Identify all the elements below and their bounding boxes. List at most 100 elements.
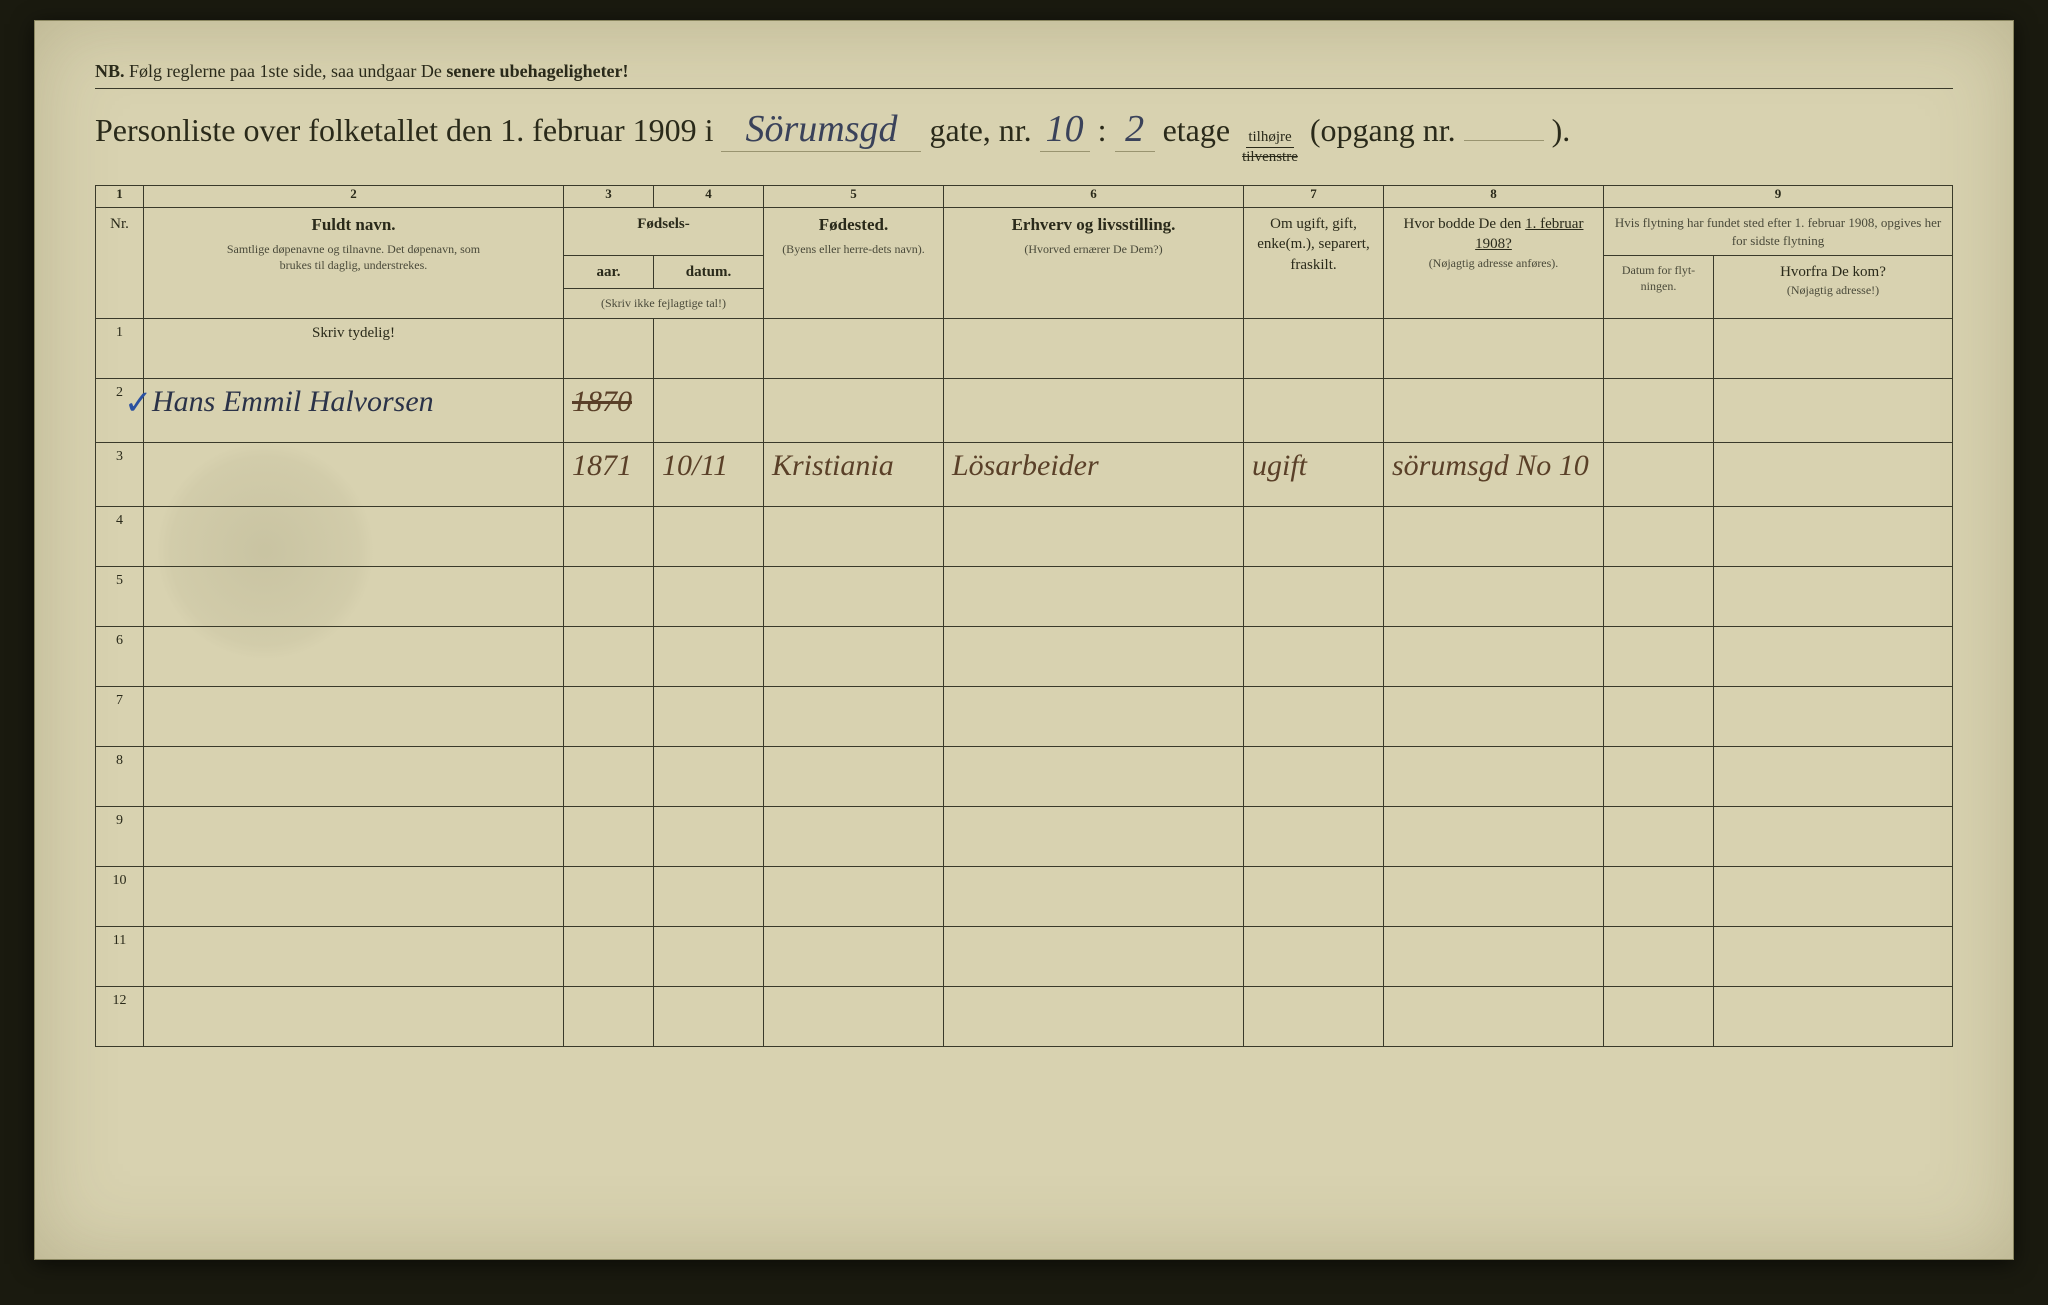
hdr-flyt-datum: Datum for flyt-ningen. bbox=[1604, 256, 1714, 318]
hdr-bodde-sub: (Nøjagtig adresse anføres). bbox=[1388, 255, 1599, 271]
hdr-name: Fuldt navn. Samtlige døpenavne og tilnav… bbox=[144, 208, 564, 319]
hint-cell: Skriv tydelig! bbox=[144, 318, 564, 378]
nb-warning-line: NB. Følg reglerne paa 1ste side, saa und… bbox=[95, 61, 1953, 89]
etage-handwritten: 2 bbox=[1115, 107, 1155, 152]
row-num: 9 bbox=[96, 806, 144, 866]
coln-7: 7 bbox=[1244, 186, 1384, 208]
nb-bold: senere ubehageligheter! bbox=[446, 61, 628, 81]
hdr-flyt-hvorfra-sub: (Nøjagtig adresse!) bbox=[1718, 282, 1948, 298]
birth-year: 1871 bbox=[572, 449, 632, 482]
title-gate: gate, nr. bbox=[929, 112, 1031, 149]
hdr-datum: datum. bbox=[654, 256, 764, 289]
row-num: 7 bbox=[96, 686, 144, 746]
table-row: 12 bbox=[96, 986, 1953, 1046]
person-name: Hans Emmil Halvorsen bbox=[152, 385, 434, 418]
check-icon: ✓ bbox=[124, 383, 153, 423]
hdr-erhverv-sub: (Hvorved ernærer De Dem?) bbox=[948, 241, 1239, 257]
ugift-cell: ugift bbox=[1244, 442, 1384, 506]
hdr-flyt: Hvis flytning har fundet sted efter 1. f… bbox=[1604, 208, 1953, 256]
hdr-name-sub2: brukes til daglig, understrekes. bbox=[148, 257, 559, 273]
hdr-erhverv: Erhverv og livsstilling. (Hvorved ernære… bbox=[944, 208, 1244, 319]
hdr-ugift: Om ugift, gift, enke(m.), separert, fras… bbox=[1244, 208, 1384, 319]
census-form-page: NB. Følg reglerne paa 1ste side, saa und… bbox=[34, 20, 2014, 1260]
row-num: 3 bbox=[96, 442, 144, 506]
year-struck: 1870 bbox=[572, 385, 632, 418]
title-part1: Personliste over folketallet den 1. febr… bbox=[95, 112, 713, 149]
prev-address: sörumsgd No 10 bbox=[1392, 449, 1589, 482]
datum-cell: 10/11 bbox=[654, 442, 764, 506]
table-row: 6 bbox=[96, 626, 1953, 686]
hdr-aar-sub: (Skriv ikke fejlagtige tal!) bbox=[564, 289, 764, 318]
coln-5: 5 bbox=[764, 186, 944, 208]
aar-cell: 1871 bbox=[564, 442, 654, 506]
hdr-fodsels: Fødsels- bbox=[564, 208, 764, 256]
hdr-nr-label: Nr. bbox=[110, 216, 129, 232]
hdr-name-sub1: Samtlige døpenavne og tilnavne. Det døpe… bbox=[148, 241, 559, 257]
row-num: 11 bbox=[96, 926, 144, 986]
table-row: 9 bbox=[96, 806, 1953, 866]
coln-9: 9 bbox=[1604, 186, 1953, 208]
row-num: 6 bbox=[96, 626, 144, 686]
coln-4: 4 bbox=[654, 186, 764, 208]
aar-cell: 1870 bbox=[564, 378, 654, 442]
house-nr-handwritten: 10 bbox=[1040, 107, 1090, 152]
bodde-cell: sörumsgd No 10 bbox=[1384, 442, 1604, 506]
hdr-fodested: Fødested. (Byens eller herre-dets navn). bbox=[764, 208, 944, 319]
hdr-flyt-datum-label: Datum for flyt-ningen. bbox=[1608, 262, 1709, 294]
title-close: ). bbox=[1552, 112, 1571, 149]
side-fraction: tilhøjre tilvenstre bbox=[1242, 130, 1298, 165]
frac-bottom: tilvenstre bbox=[1242, 148, 1298, 165]
coln-3: 3 bbox=[564, 186, 654, 208]
nb-prefix: NB. bbox=[95, 61, 125, 81]
hdr-ugift-label: Om ugift, gift, enke(m.), separert, fras… bbox=[1257, 216, 1369, 273]
fodested-cell: Kristiania bbox=[764, 442, 944, 506]
hdr-bodde-main: Hvor bodde De den bbox=[1404, 216, 1522, 232]
hdr-aar-label: aar. bbox=[596, 264, 620, 280]
table-row: 3 1871 10/11 Kristiania Lösarbeider ugif… bbox=[96, 442, 1953, 506]
hdr-aar: aar. bbox=[564, 256, 654, 289]
table-row: 10 bbox=[96, 866, 1953, 926]
coln-1: 1 bbox=[96, 186, 144, 208]
street-handwritten: Sörumsgd bbox=[721, 107, 921, 152]
table-row: 1 Skriv tydelig! bbox=[96, 318, 1953, 378]
hdr-datum-label: datum. bbox=[686, 264, 731, 280]
name-cell: ✓ Hans Emmil Halvorsen bbox=[144, 378, 564, 442]
hdr-fodested-main: Fødested. bbox=[768, 214, 939, 237]
table-row: 2 ✓ Hans Emmil Halvorsen 1870 bbox=[96, 378, 1953, 442]
row-num: 5 bbox=[96, 566, 144, 626]
row-num: 12 bbox=[96, 986, 144, 1046]
title-opgang: (opgang nr. bbox=[1310, 112, 1456, 149]
hdr-erhverv-main: Erhverv og livsstilling. bbox=[948, 214, 1239, 237]
coln-2: 2 bbox=[144, 186, 564, 208]
coln-6: 6 bbox=[944, 186, 1244, 208]
hdr-name-main: Fuldt navn. bbox=[148, 214, 559, 237]
hdr-flyt-hvorfra-main: Hvorfra De kom? bbox=[1780, 264, 1886, 280]
coln-8: 8 bbox=[1384, 186, 1604, 208]
hdr-bodde: Hvor bodde De den 1. februar 1908? (Nøja… bbox=[1384, 208, 1604, 319]
table-row: 4 bbox=[96, 506, 1953, 566]
form-title-line: Personliste over folketallet den 1. febr… bbox=[95, 107, 1953, 165]
colnum-row: 1 2 3 4 5 6 7 8 9 bbox=[96, 186, 1953, 208]
row-num: 1 bbox=[96, 318, 144, 378]
opgang-handwritten bbox=[1464, 140, 1544, 141]
hdr-flyt-head: Hvis flytning har fundet sted efter 1. f… bbox=[1608, 214, 1948, 249]
table-row: 5 bbox=[96, 566, 1953, 626]
hdr-aar-sub-label: (Skriv ikke fejlagtige tal!) bbox=[568, 295, 759, 311]
nb-text: Følg reglerne paa 1ste side, saa undgaar… bbox=[129, 61, 442, 81]
erhverv-cell: Lösarbeider bbox=[944, 442, 1244, 506]
table-row: 7 bbox=[96, 686, 1953, 746]
hdr-fodested-sub: (Byens eller herre-dets navn). bbox=[768, 241, 939, 257]
table-row: 11 bbox=[96, 926, 1953, 986]
row-num: 10 bbox=[96, 866, 144, 926]
occupation: Lösarbeider bbox=[952, 449, 1099, 482]
marital-status: ugift bbox=[1252, 449, 1307, 482]
row-num: 8 bbox=[96, 746, 144, 806]
colon: : bbox=[1098, 112, 1107, 149]
row-num: 4 bbox=[96, 506, 144, 566]
hdr-flyt-hvorfra: Hvorfra De kom? (Nøjagtig adresse!) bbox=[1714, 256, 1953, 318]
frac-top: tilhøjre bbox=[1246, 130, 1293, 148]
title-etage: etage bbox=[1163, 112, 1231, 149]
table-row: 8 bbox=[96, 746, 1953, 806]
hdr-nr: Nr. bbox=[96, 208, 144, 319]
birth-date: 10/11 bbox=[662, 449, 728, 482]
